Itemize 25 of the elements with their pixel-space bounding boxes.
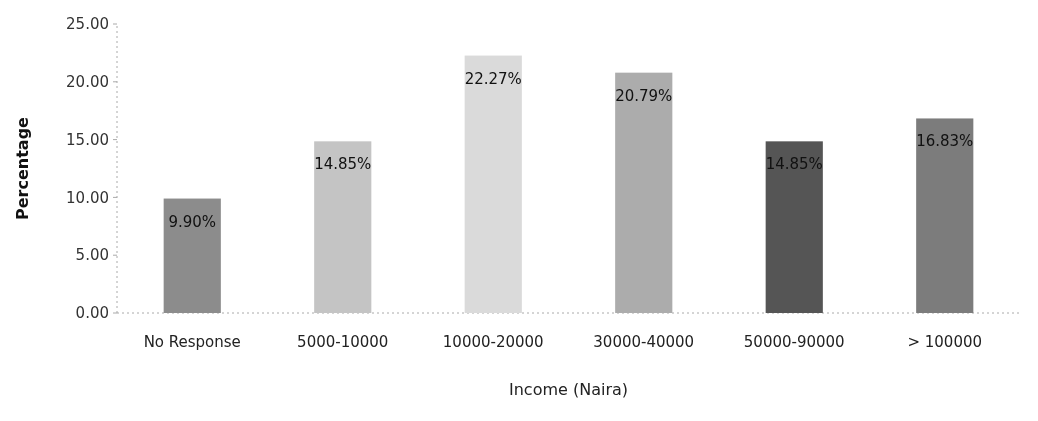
x-tick-label: 5000-10000 — [297, 333, 389, 351]
y-tick-label: 20.00 — [66, 73, 109, 92]
x-tick-label: No Response — [143, 333, 241, 351]
bar — [464, 55, 522, 313]
y-axis-title: Percentage — [13, 116, 32, 220]
y-tick-label: 10.00 — [66, 188, 109, 207]
x-tick-label: 50000-90000 — [743, 333, 845, 351]
x-axis-title: Income (Naira) — [508, 380, 629, 399]
bar — [163, 198, 221, 313]
data-label: 14.85% — [314, 155, 372, 174]
x-tick-label: 10000-20000 — [442, 333, 544, 351]
bar — [765, 141, 823, 313]
x-tick-label: 30000-40000 — [593, 333, 695, 351]
data-label: 22.27% — [464, 69, 522, 88]
y-tick-label: 15.00 — [66, 130, 109, 149]
data-label: 20.79% — [615, 86, 673, 105]
x-tick-label: > 100000 — [907, 333, 983, 351]
y-tick-label: 0.00 — [75, 304, 109, 323]
y-tick-label: 5.00 — [75, 246, 109, 265]
bar — [314, 141, 372, 313]
bar — [916, 118, 974, 313]
y-tick-label: 25.00 — [66, 15, 109, 34]
data-label: 16.83% — [916, 132, 974, 151]
data-label: 14.85% — [765, 155, 823, 174]
data-label: 9.90% — [168, 212, 217, 231]
